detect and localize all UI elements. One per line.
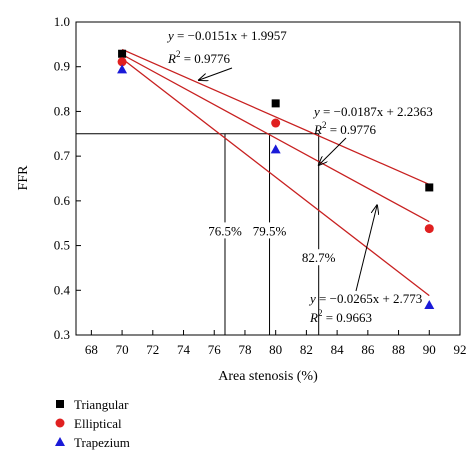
regression-line [121,53,430,223]
threshold-label: 76.5% [208,223,242,238]
x-tick-label: 74 [177,342,191,357]
data-points [117,49,435,310]
threshold-label-bg [206,222,243,239]
plot-frame [75,21,461,336]
x-axis: 68 70 72 74 76 78 80 82 84 86 88 90 92 [85,330,467,357]
regression-line [121,48,430,186]
x-tick-label: 78 [238,342,251,357]
x-tick-label: 70 [116,342,129,357]
r-squared-label: R2 = 0.9776 [313,120,377,137]
threshold-label: 79.5% [253,223,287,238]
annotation-arrow [319,137,347,165]
legend-label: Trapezium [74,435,130,450]
x-tick-label: 86 [361,342,375,357]
fit-lines [121,48,430,297]
y-tick-label: 1.0 [54,14,70,29]
y-tick-label: 0.9 [54,59,70,74]
legend-label: Triangular [74,397,129,412]
circle-point [271,118,281,128]
x-tick-label: 72 [146,342,159,357]
triangle-point [424,300,435,310]
r-squared-label: R2 = 0.9663 [309,308,372,325]
x-tick-label: 82 [300,342,313,357]
y-tick-label: 0.8 [54,103,70,118]
annotation-arrow [355,205,377,292]
y-axis-title: FFR [16,165,31,191]
square-point [271,99,280,108]
equation-label: y = −0.0187x + 2.2363 [312,104,433,119]
legend-label: Elliptical [74,416,122,431]
regression-line [121,58,430,297]
threshold-label: 82.7% [302,250,336,265]
triangle-point [270,144,281,154]
y-tick-label: 0.4 [54,282,71,297]
x-tick-label: 92 [454,342,467,357]
x-tick-label: 90 [423,342,436,357]
y-tick-label: 0.5 [54,238,70,253]
x-tick-label: 88 [392,342,405,357]
threshold-label-bg [251,222,288,239]
legend-square-icon [56,400,64,408]
x-axis-title: Area stenosis (%) [218,369,318,384]
threshold-label-bg [300,249,337,266]
annotation-arrow [199,67,233,80]
y-tick-label: 0.7 [54,148,71,163]
equation-label: y = −0.0151x + 1.9957 [166,28,287,43]
equation-label: y = −0.0265x + 2.773 [308,291,422,306]
y-axis: 0.3 0.4 0.5 0.6 0.7 0.8 0.9 1.0 [54,14,81,342]
y-tick-label: 0.6 [54,193,71,208]
legend-triangle-icon [55,437,65,446]
x-tick-label: 68 [85,342,98,357]
x-tick-label: 84 [331,342,345,357]
triangle-point [117,64,128,74]
x-tick-label: 80 [269,342,282,357]
r-squared-label: R2 = 0.9776 [167,49,231,66]
legend-circle-icon [55,418,65,428]
x-tick-label: 76 [208,342,222,357]
threshold-lines: 76.5% 79.5% 82.7% [76,133,337,335]
circle-point [117,57,127,67]
circle-point [424,224,434,234]
square-point [425,183,434,192]
square-point [118,49,127,58]
y-tick-label: 0.3 [54,327,70,342]
legend: Triangular Elliptical Trapezium [55,397,130,450]
